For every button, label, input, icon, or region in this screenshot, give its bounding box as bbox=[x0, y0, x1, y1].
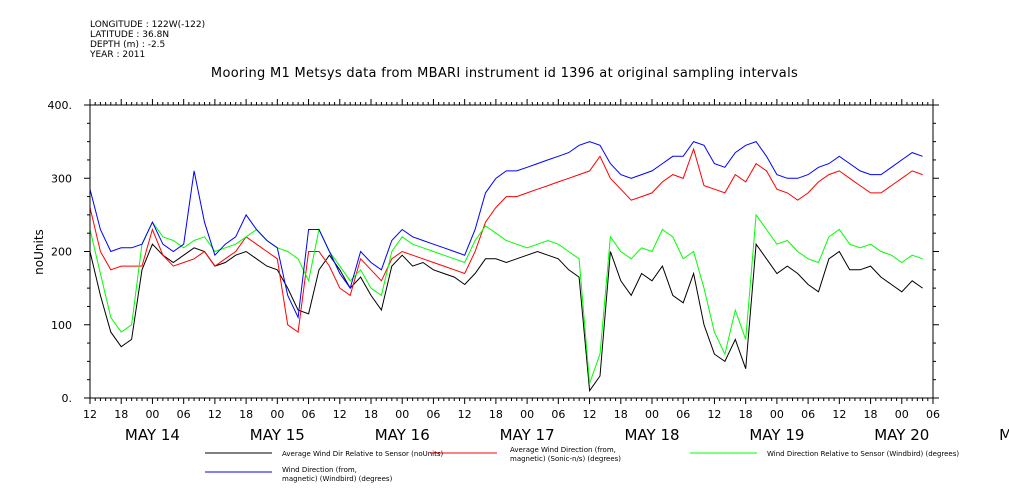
y-tick-label: 100 bbox=[51, 319, 72, 332]
x-hour-label: 18 bbox=[614, 408, 628, 421]
x-date-label: MAY 18 bbox=[624, 426, 679, 444]
x-hour-label: 12 bbox=[832, 408, 846, 421]
x-hour-label: 06 bbox=[177, 408, 191, 421]
metadata-block: LONGITUDE : 122W(-122) LATITUDE : 36.8N … bbox=[90, 20, 205, 60]
y-tick-label: 200 bbox=[51, 246, 72, 259]
x-hour-label: 12 bbox=[458, 408, 472, 421]
plot-frame bbox=[89, 104, 934, 399]
x-hour-label: 00 bbox=[895, 408, 909, 421]
x-date-label: MAY 21 bbox=[999, 426, 1009, 444]
legend-label: magnetic) (Windbird) (degrees) bbox=[282, 475, 393, 483]
x-hour-label: 00 bbox=[520, 408, 534, 421]
depth-text: DEPTH (m) : -2.5 bbox=[90, 40, 166, 50]
y-axis-label: noUnits bbox=[32, 229, 46, 275]
x-hour-label: 12 bbox=[707, 408, 721, 421]
x-hour-label: 18 bbox=[864, 408, 878, 421]
year-text: YEAR : 2011 bbox=[90, 50, 146, 60]
x-date-label: MAY 19 bbox=[749, 426, 804, 444]
x-hour-label: 12 bbox=[333, 408, 347, 421]
axis-layer: 12 18 00 06 12 18 00 06 12 18 00 06 12 18 00 06 12 18 00 06… bbox=[48, 99, 1009, 444]
chart-title: Mooring M1 Metsys data from MBARI instru… bbox=[210, 66, 799, 81]
series-line-3 bbox=[89, 213, 923, 384]
x-hour-label: 18 bbox=[364, 408, 378, 421]
series-line-1 bbox=[89, 242, 923, 393]
x-date-label: MAY 17 bbox=[500, 426, 555, 444]
series-layer bbox=[89, 141, 923, 393]
x-hour-label: 12 bbox=[208, 408, 222, 421]
x-date-label: MAY 20 bbox=[874, 426, 929, 444]
x-hour-label: 12 bbox=[583, 408, 597, 421]
x-hour-label: 18 bbox=[114, 408, 128, 421]
x-hour-label: 00 bbox=[270, 408, 284, 421]
x-date-label: MAY 14 bbox=[125, 426, 180, 444]
y-tick-label: 0. bbox=[62, 392, 73, 405]
x-hour-label: 00 bbox=[395, 408, 409, 421]
x-hour-label: 00 bbox=[145, 408, 159, 421]
x-hour-label: 06 bbox=[801, 408, 815, 421]
y-tick-label: 400. bbox=[48, 99, 73, 112]
x-hour-label: 00 bbox=[645, 408, 659, 421]
x-date-label: MAY 15 bbox=[250, 426, 305, 444]
longitude-text: LONGITUDE : 122W(-122) bbox=[90, 20, 206, 30]
series-line-2 bbox=[89, 147, 923, 333]
x-hour-label: 06 bbox=[926, 408, 940, 421]
x-hour-label: 18 bbox=[489, 408, 503, 421]
x-hour-label: 06 bbox=[676, 408, 690, 421]
x-hour-label: 00 bbox=[770, 408, 784, 421]
y-tick-label: 300 bbox=[51, 172, 72, 185]
legend-label: Wind Direction (from, bbox=[282, 466, 357, 474]
series-line-4 bbox=[89, 141, 923, 320]
x-hour-label: 06 bbox=[426, 408, 440, 421]
x-hour-label: 06 bbox=[551, 408, 565, 421]
legend-label: Average Wind Dir Relative to Sensor (noU… bbox=[282, 450, 443, 458]
x-hour-label: 18 bbox=[239, 408, 253, 421]
legend-label: Average Wind Direction (from, bbox=[510, 446, 616, 454]
legend-label: magnetic) (Sonic-n/s) (degrees) bbox=[510, 455, 621, 463]
x-hour-label: 12 bbox=[83, 408, 97, 421]
latitude-text: LATITUDE : 36.8N bbox=[90, 30, 170, 40]
x-date-label: MAY 16 bbox=[375, 426, 430, 444]
legend-label: Wind Direction Relative to Sensor (Windb… bbox=[767, 450, 959, 458]
x-hour-label: 06 bbox=[302, 408, 316, 421]
legend: Average Wind Dir Relative to Sensor (noU… bbox=[205, 446, 959, 483]
x-hour-label: 18 bbox=[739, 408, 753, 421]
